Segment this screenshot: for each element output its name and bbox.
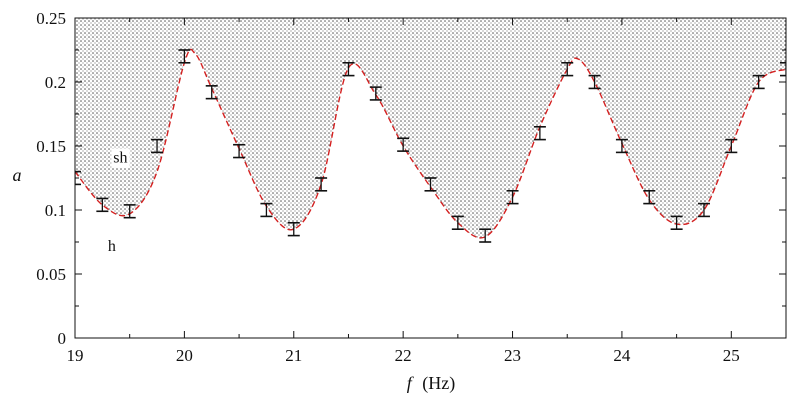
error-bar: [123, 204, 136, 219]
y-tick-label: 0.05: [36, 265, 66, 284]
error-bar: [151, 138, 164, 154]
y-tick-label: 0.1: [45, 201, 66, 220]
error-bar: [178, 49, 191, 64]
error-bar: [260, 202, 273, 218]
x-axis-symbol: f: [407, 373, 415, 393]
error-bar: [342, 61, 355, 77]
error-bar: [506, 190, 519, 205]
x-tick-label: 22: [395, 346, 412, 365]
x-axis-label: f (Hz): [407, 373, 456, 394]
region-labels: sh h: [105, 148, 130, 256]
y-tick-label: 0: [58, 329, 67, 348]
error-bar: [96, 197, 109, 213]
error-bar: [697, 202, 710, 218]
error-bar: [287, 222, 300, 237]
sh-shaded-region: [75, 18, 786, 238]
x-tick-label: 24: [613, 346, 631, 365]
error-bar: [75, 170, 81, 186]
x-tick-label: 20: [176, 346, 193, 365]
boundary-curve: [75, 48, 786, 239]
y-axis-label: a: [13, 165, 22, 185]
x-tick-label: 23: [504, 346, 521, 365]
error-bar: [780, 61, 786, 77]
y-tick-label: 0.25: [36, 9, 66, 28]
error-bars: [75, 49, 786, 243]
error-bar: [479, 228, 492, 243]
error-bar: [369, 86, 382, 101]
error-bar: [533, 126, 546, 141]
x-axis-unit: (Hz): [422, 373, 455, 394]
plot-area: [75, 18, 786, 243]
error-bar: [205, 85, 218, 100]
y-tick-label: 0.2: [45, 73, 66, 92]
error-bar: [670, 215, 683, 230]
y-axis: 0 0.05 0.1 0.15 0.2 0.25: [36, 9, 786, 348]
error-bar: [725, 138, 738, 154]
error-bar: [397, 137, 410, 152]
x-tick-label: 19: [67, 346, 84, 365]
error-bar: [561, 61, 574, 77]
error-bar: [233, 143, 246, 159]
region-label-h: h: [108, 238, 116, 255]
y-tick-label: 0.15: [36, 137, 66, 156]
error-bar: [315, 177, 328, 192]
x-axis: 19 20 21 22 23 24 25: [67, 18, 740, 365]
region-label-background: [111, 148, 130, 168]
error-bar: [615, 138, 628, 154]
error-bar: [424, 177, 437, 192]
region-label-background: [105, 236, 118, 256]
region-label-sh: sh: [113, 150, 127, 167]
error-bar: [752, 74, 765, 90]
error-bar: [643, 190, 656, 205]
error-bar: [451, 215, 464, 230]
error-bar: [588, 74, 601, 90]
x-tick-label: 21: [285, 346, 302, 365]
x-tick-label: 25: [723, 346, 740, 365]
